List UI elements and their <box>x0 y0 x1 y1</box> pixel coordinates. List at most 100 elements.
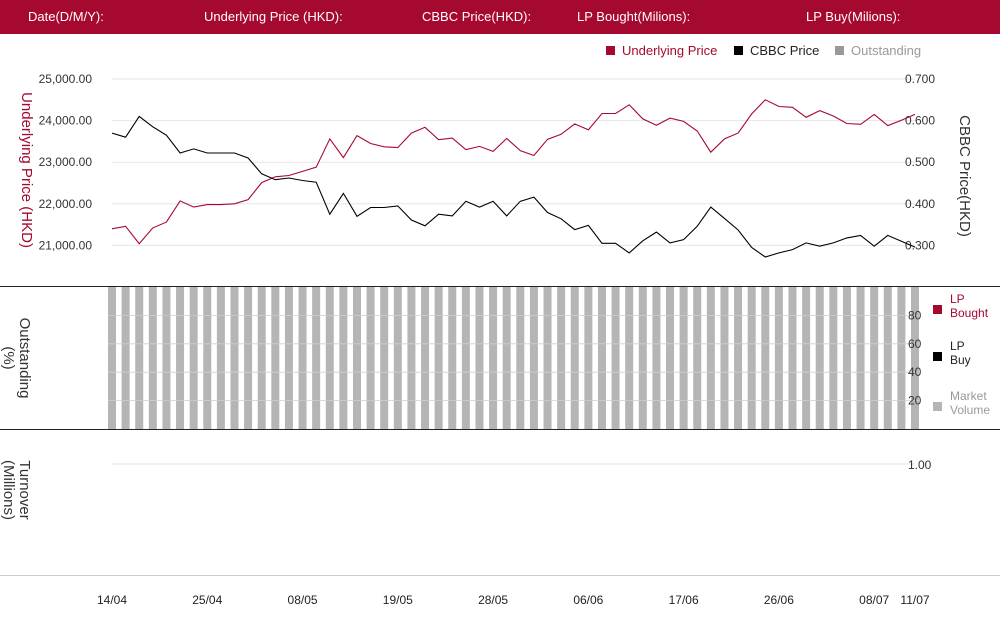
header-date-label: Date(D/M/Y): <box>28 9 104 24</box>
legend-label: CBBC Price <box>750 43 819 58</box>
outstanding-bar <box>135 287 144 429</box>
legend-label: Outstanding <box>851 43 921 58</box>
y-tick-label: 80 <box>908 308 922 322</box>
legend-swatch <box>933 305 942 314</box>
x-tick-label: 11/07 <box>900 593 929 607</box>
outstanding-bar <box>298 287 307 429</box>
outstanding-bar <box>366 287 375 429</box>
outstanding-bar <box>802 287 811 429</box>
outstanding-bar <box>121 287 130 429</box>
legend-label: Volume <box>950 403 990 417</box>
x-tick-label: 26/06 <box>764 593 794 607</box>
outstanding-bar <box>475 287 484 429</box>
outstanding-bar <box>244 287 253 429</box>
outstanding-bar <box>529 287 538 429</box>
legend-label: Market <box>950 389 987 403</box>
y2-tick-label: 0.500 <box>905 155 935 169</box>
outstanding-axis-title: Outstanding <box>16 318 33 399</box>
y-tick-label: 20 <box>908 394 922 408</box>
outstanding-bar <box>856 287 865 429</box>
y-tick-label: 25,000.00 <box>39 72 93 86</box>
outstanding-bar <box>148 287 157 429</box>
outstanding-bar <box>434 287 443 429</box>
legend-label: LP <box>950 292 965 306</box>
y-axis-title: Underlying Price (HKD) <box>18 92 35 248</box>
outstanding-bar <box>448 287 457 429</box>
outstanding-bar <box>339 287 348 429</box>
outstanding-bar <box>706 287 715 429</box>
outstanding-bar <box>693 287 702 429</box>
y2-tick-label: 0.700 <box>905 72 935 86</box>
outstanding-bar <box>774 287 783 429</box>
outstanding-bar <box>625 287 634 429</box>
outstanding-bar <box>230 287 239 429</box>
outstanding-bar <box>557 287 566 429</box>
outstanding-bar <box>203 287 212 429</box>
x-tick-label: 08/07 <box>859 593 889 607</box>
y-tick-label: 24,000.00 <box>39 114 93 128</box>
outstanding-bar <box>407 287 416 429</box>
outstanding-bar <box>584 287 593 429</box>
y-tick-label: 22,000.00 <box>39 197 93 211</box>
y2-tick-label: 0.300 <box>905 238 935 252</box>
outstanding-bar <box>380 287 389 429</box>
turnover-axis-title: Turnover <box>16 460 33 519</box>
outstanding-bar <box>842 287 851 429</box>
outstanding-bar <box>421 287 430 429</box>
outstanding-bar <box>911 287 919 429</box>
x-tick-label: 17/06 <box>669 593 699 607</box>
outstanding-bar <box>176 287 185 429</box>
header-lp-buy-label: LP Buy(Milions): <box>806 9 901 24</box>
outstanding-bar <box>747 287 756 429</box>
outstanding-bar <box>271 287 280 429</box>
outstanding-bar <box>638 287 647 429</box>
outstanding-bar <box>312 287 321 429</box>
header-cbbc-label: CBBC Price(HKD): <box>422 9 532 24</box>
outstanding-bar <box>162 287 171 429</box>
outstanding-bar <box>897 287 906 429</box>
outstanding-bar <box>216 287 225 429</box>
header-lp-bought-label: LP Bought(Milions): <box>577 9 691 24</box>
y-tick-label: 21,000.00 <box>39 238 93 252</box>
y2-axis-title: CBBC Price(HKD) <box>956 115 973 237</box>
legend-label: Underlying Price <box>622 43 717 58</box>
outstanding-bar <box>720 287 729 429</box>
underlying-price-line <box>111 99 916 245</box>
outstanding-bar <box>284 287 293 429</box>
x-tick-label: 08/05 <box>288 593 318 607</box>
outstanding-bar <box>815 287 824 429</box>
outstanding-bar <box>108 287 116 429</box>
outstanding-bar <box>679 287 688 429</box>
y-tick-label: 40 <box>908 365 922 379</box>
outstanding-bar <box>189 287 198 429</box>
outstanding-bar <box>502 287 511 429</box>
x-tick-label: 19/05 <box>383 593 413 607</box>
outstanding-bar <box>489 287 498 429</box>
outstanding-bar <box>611 287 620 429</box>
legend-swatch <box>606 46 615 55</box>
outstanding-bar <box>788 287 797 429</box>
x-tick-label: 25/04 <box>192 593 222 607</box>
outstanding-bar <box>666 287 675 429</box>
y2-tick-label: 0.400 <box>905 197 935 211</box>
legend-swatch <box>835 46 844 55</box>
x-tick-label: 28/05 <box>478 593 508 607</box>
outstanding-bar <box>352 287 361 429</box>
outstanding-bar <box>652 287 661 429</box>
y-tick-label: 60 <box>908 337 922 351</box>
outstanding-bar <box>870 287 879 429</box>
cbbc-price-line <box>111 115 916 258</box>
outstanding-bar <box>461 287 470 429</box>
outstanding-bar <box>829 287 838 429</box>
legend-swatch <box>734 46 743 55</box>
outstanding-bar <box>325 287 334 429</box>
header-bar: Date(D/M/Y): Underlying Price (HKD): CBB… <box>0 0 1000 34</box>
outstanding-bar <box>393 287 402 429</box>
outstanding-bar <box>734 287 743 429</box>
legend-swatch <box>933 352 942 361</box>
outstanding-bar <box>570 287 579 429</box>
y2-tick-label: 0.600 <box>905 114 935 128</box>
y-tick-label: 23,000.00 <box>39 155 93 169</box>
legend-label: Buy <box>950 353 971 367</box>
